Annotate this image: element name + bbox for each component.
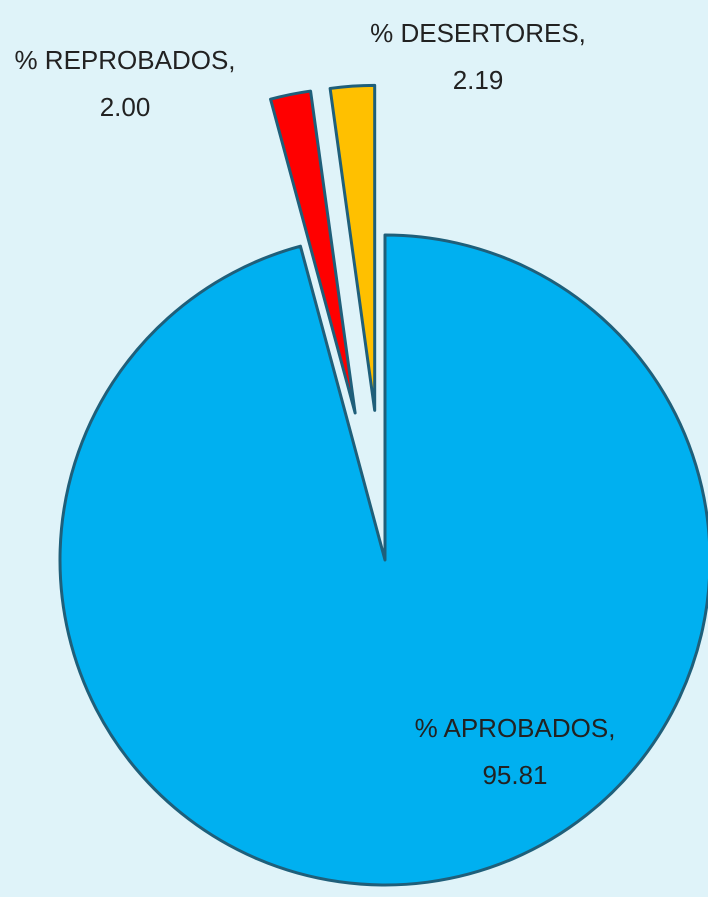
data-label: % DESERTORES, 2.19 (363, 10, 593, 104)
slice-name: % REPROBADOS, (14, 45, 236, 75)
slice-name: % DESERTORES, (370, 18, 586, 48)
pie-slice (58, 233, 708, 887)
slice-value: 2.19 (452, 65, 504, 95)
slice-value: 95.81 (482, 760, 548, 790)
pie-slice (269, 89, 357, 415)
data-label: % APROBADOS, 95.81 (385, 705, 645, 799)
pie-slice (328, 83, 377, 412)
slice-name: % APROBADOS, (414, 713, 616, 743)
slice-value: 2.00 (99, 92, 151, 122)
data-label: % REPROBADOS, 2.00 (0, 37, 250, 131)
